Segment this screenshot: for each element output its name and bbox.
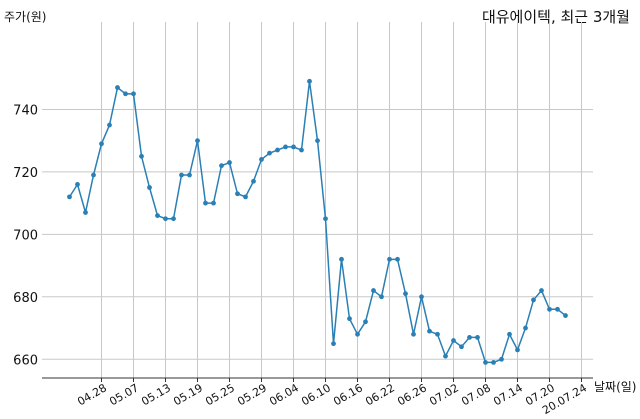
y-tick-label: 740 (13, 103, 38, 118)
x-tick-label: 04.28 (75, 381, 109, 408)
y-tick-label: 660 (13, 353, 38, 368)
data-point (467, 335, 472, 340)
x-tick-label: 06.04 (267, 381, 301, 408)
x-ticks: 04.2805.0705.1305.1905.2505.2906.0406.10… (75, 381, 589, 417)
data-point (259, 157, 264, 162)
data-point (371, 288, 376, 293)
data-point (203, 200, 208, 206)
data-point (363, 319, 368, 325)
x-tick-label: 05.29 (235, 381, 269, 408)
data-point (315, 138, 320, 144)
data-point (395, 256, 400, 262)
data-point (387, 256, 392, 262)
data-point (115, 85, 120, 90)
x-tick-label: 06.26 (395, 381, 429, 408)
data-point (195, 138, 200, 144)
data-point (539, 288, 544, 293)
y-axis-label: 주가(원) (4, 10, 47, 24)
x-tick-label: 07.08 (459, 381, 493, 408)
data-point (139, 153, 144, 159)
data-point (283, 144, 288, 150)
data-point (227, 160, 232, 165)
data-point (331, 341, 336, 347)
x-tick-label: 06.16 (331, 381, 365, 408)
data-point (107, 122, 112, 128)
chart-title: 대유에이텍, 최근 3개월 (481, 8, 630, 26)
x-tick-label: 05.25 (203, 381, 237, 408)
data-point (515, 347, 520, 353)
data-point (179, 172, 184, 178)
x-tick-label: 05.07 (107, 381, 141, 408)
x-tick-label: 06.22 (363, 381, 397, 408)
x-tick-label: 06.10 (299, 381, 333, 408)
grid (42, 22, 593, 378)
data-point (339, 256, 344, 262)
y-tick-label: 680 (13, 291, 38, 306)
data-point (251, 178, 256, 184)
data-point (491, 359, 496, 365)
data-point (171, 216, 176, 222)
data-point (163, 216, 168, 222)
data-point (211, 200, 216, 206)
y-tick-label: 720 (13, 166, 38, 181)
data-point (83, 210, 88, 215)
data-point (459, 344, 464, 350)
data-point (507, 331, 512, 337)
data-point (523, 325, 528, 331)
data-point (131, 91, 136, 97)
data-point (347, 316, 352, 322)
data-point (155, 213, 160, 219)
x-tick-label: 05.13 (139, 381, 173, 408)
data-point (75, 181, 80, 187)
data-point (187, 172, 192, 178)
data-point (291, 144, 296, 150)
data-point (563, 313, 568, 318)
data-point (219, 163, 224, 169)
data-point (275, 147, 280, 153)
data-point (427, 328, 432, 334)
data-point (499, 356, 504, 362)
data-point (555, 306, 560, 312)
price-line (68, 81, 566, 364)
data-point (147, 185, 152, 190)
data-point (243, 194, 248, 200)
data-point (267, 150, 272, 156)
x-tick-label: 07.14 (491, 381, 525, 408)
data-point (547, 306, 552, 312)
data-point (307, 78, 312, 84)
points-layer (67, 78, 568, 365)
data-point (99, 141, 104, 147)
data-point (411, 331, 416, 337)
y-tick-label: 700 (13, 228, 38, 243)
data-point (419, 294, 424, 300)
y-ticks: 660 680 700 720 740 (13, 103, 38, 368)
x-tick-label: 05.19 (171, 381, 205, 408)
data-point (435, 331, 440, 337)
data-point (483, 359, 488, 365)
data-point (475, 335, 480, 340)
x-tick-label: 07.02 (427, 381, 461, 408)
data-point (123, 91, 128, 97)
x-axis-label: 날짜(일) (594, 380, 637, 394)
data-point (531, 297, 536, 303)
data-point (323, 216, 328, 222)
data-point (299, 147, 304, 153)
data-point (443, 353, 448, 359)
data-point (451, 338, 456, 343)
data-point (403, 291, 408, 297)
data-point (91, 172, 96, 178)
data-point (355, 331, 360, 337)
data-point (67, 194, 72, 200)
data-point (379, 294, 384, 300)
price-line-layer (68, 81, 566, 364)
data-point (235, 191, 240, 197)
axes (42, 377, 593, 382)
